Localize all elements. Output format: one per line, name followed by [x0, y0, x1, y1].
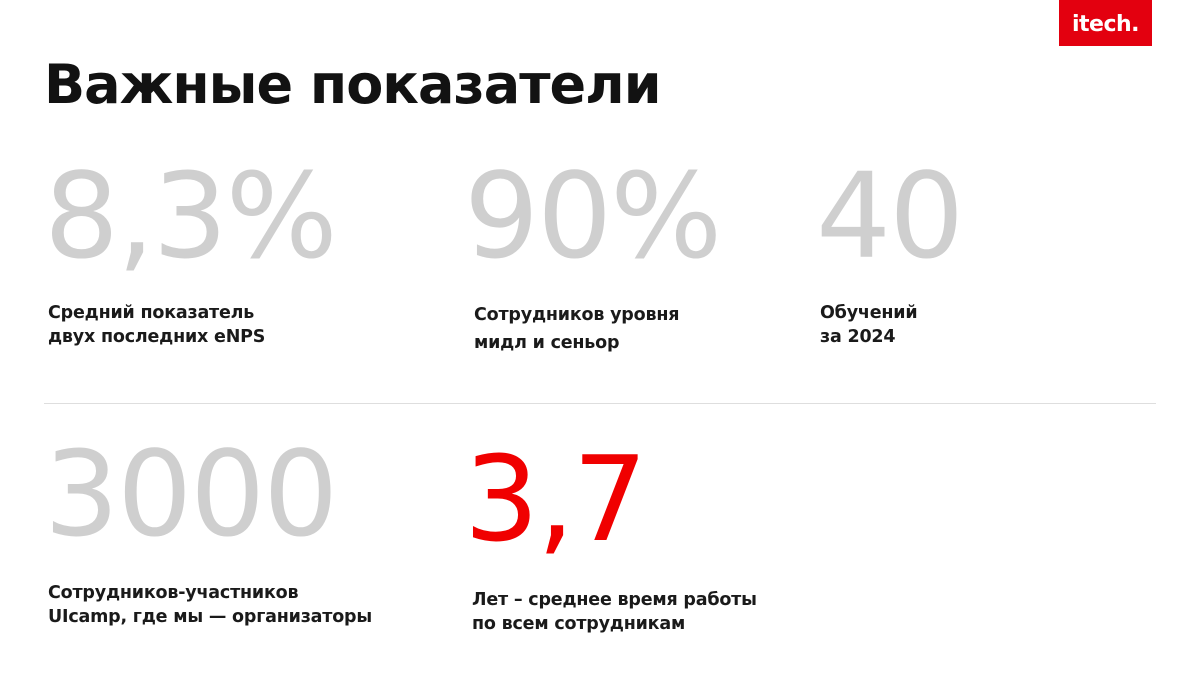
metric-value-accent: 3,7 [464, 430, 648, 568]
metric-enps: 8,3% Средний показатель двух последних e… [44, 157, 338, 349]
metric-uicamp: 3000 Сотрудников-участников UIcamp, где … [44, 435, 373, 629]
metric-label: Лет – среднее время работы по всем сотру… [472, 590, 757, 634]
metric-label: Сотрудников-участников UIcamp, где мы — … [48, 583, 373, 627]
metric-tenure: 3,7 Лет – среднее время работы по всем с… [464, 440, 757, 636]
metric-value: 3000 [44, 425, 338, 563]
itech-logo: itech. [1059, 0, 1152, 46]
metric-trainings: 40 Обучений за 2024 [816, 157, 964, 349]
divider [44, 403, 1156, 404]
metric-value: 8,3% [44, 147, 338, 285]
metric-middle-senior: 90% Сотрудников уровня мидл и сеньор [464, 157, 722, 357]
metric-label: Обучений за 2024 [820, 303, 918, 347]
page-title: Важные показатели [44, 53, 662, 116]
metric-value: 90% [464, 147, 722, 285]
metric-label: Сотрудников уровня мидл и сеньор [474, 305, 680, 353]
metric-value: 40 [816, 147, 964, 285]
metric-label: Средний показатель двух последних eNPS [48, 303, 266, 347]
